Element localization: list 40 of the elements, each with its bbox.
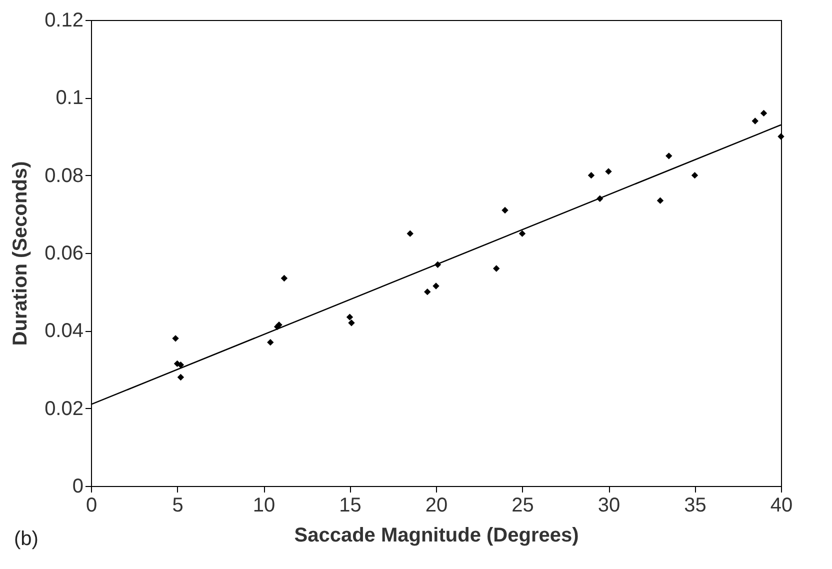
text: (b)	[14, 528, 38, 551]
x-tick-label: 20	[425, 494, 448, 516]
point	[432, 282, 440, 290]
y-tick-label: 0.02	[44, 398, 84, 420]
y-tick-label: 0.04	[44, 320, 84, 342]
x-axis-title: Saccade Magnitude (Degrees)	[294, 524, 579, 546]
x-tick-label: 25	[512, 494, 534, 516]
x-tick-label: 5	[172, 494, 184, 516]
y-tick-label: 0.08	[44, 164, 84, 187]
y-axis-title: Duration (Seconds)	[10, 161, 32, 346]
y-tick-label: 0.12	[44, 10, 84, 32]
x-tick-label: 0	[86, 494, 98, 516]
point	[605, 168, 612, 175]
point	[502, 206, 508, 214]
point	[518, 230, 526, 237]
point	[280, 274, 288, 282]
point	[656, 197, 664, 204]
point	[406, 230, 414, 237]
x-tick-label: 15	[339, 494, 362, 516]
y-tick-label: 0.1	[56, 87, 84, 110]
y-tick-label: 0	[72, 476, 84, 498]
x-tick-label: 10	[252, 494, 276, 516]
x-tick-label: 40	[770, 494, 793, 516]
point	[346, 314, 354, 320]
point	[760, 110, 768, 117]
point	[177, 374, 184, 381]
point	[348, 320, 355, 326]
x-tick-label: 35	[684, 494, 706, 516]
point	[752, 118, 758, 124]
point	[172, 335, 179, 342]
point	[691, 172, 698, 179]
x-tick-label: 30	[598, 494, 620, 516]
y-tick-label: 0.06	[44, 242, 84, 264]
point	[778, 133, 784, 140]
point	[267, 338, 274, 346]
point	[666, 152, 672, 160]
point	[493, 265, 500, 272]
point	[588, 172, 595, 179]
point	[177, 361, 184, 368]
point	[424, 288, 431, 296]
